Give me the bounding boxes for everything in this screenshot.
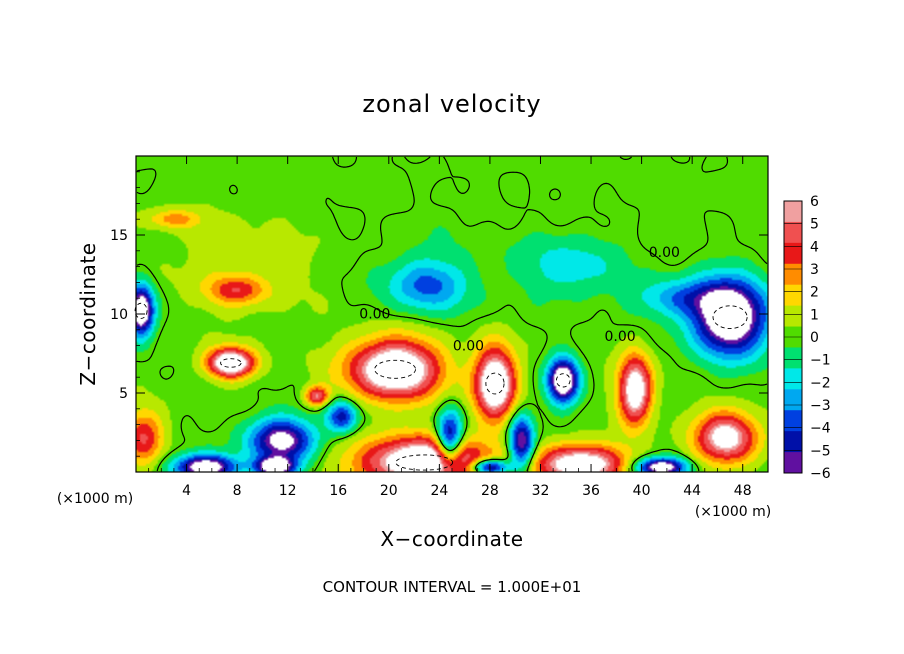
y-tick-label: 15 [110,228,128,244]
contour-labels: 0.00 0.00 0.00 0.00 [359,245,680,354]
colorbar-label-9: −3 [810,398,831,414]
colorbar-label-0: 6 [810,194,819,210]
zero-contour-line [136,156,768,472]
x-tick-label: 4 [182,483,191,499]
contour-label-2: 0.00 [453,338,484,354]
colorbar-label-6: 0 [810,330,819,346]
colorbar-swatch-1 [784,221,802,244]
velocity-field [136,156,768,472]
x-tick-label: 12 [279,483,297,499]
contour-features [134,156,768,472]
y-tick-label: 5 [119,386,128,402]
contour-label-3: 0.00 [605,329,636,345]
colorbar-label-10: −4 [810,421,831,437]
x-tick-label: 44 [683,483,701,499]
x-unit-right: (×1000 m) [695,504,771,520]
positive-core-contour-2 [485,372,505,395]
x-tick-label: 24 [430,483,448,499]
colorbar-swatch-5 [784,305,802,328]
colorbar-swatch-10 [784,410,802,432]
y-axis-title: Z−coordinate [76,242,100,385]
colorbar-label-5: 1 [810,307,819,323]
y-axis-ticks: 5 10 15 [110,171,768,457]
colorbar-swatch-3 [784,263,802,286]
x-tick-label: 28 [481,483,499,499]
positive-core-contour-5 [395,454,454,471]
positive-core-contour-0 [374,359,417,379]
colorbar-swatch-0 [784,201,802,223]
x-tick-label: 20 [380,483,398,499]
colorbar-label-8: −2 [810,375,831,391]
x-tick-label: 40 [633,483,651,499]
contour-interval-note: CONTOUR INTERVAL = 1.000E+01 [323,578,582,596]
colorbar-label-12: −6 [810,466,831,482]
colorbar: 6 5 4 3 2 1 0 −1 −2 −3 −4 −5 −6 [783,194,831,482]
x-tick-label: 32 [532,483,550,499]
chart-title: zonal velocity [362,90,541,118]
y-tick-label: 10 [110,307,128,323]
x-tick-label: 48 [734,483,752,499]
colorbar-label-1: 5 [810,217,819,233]
colorbar-label-7: −1 [810,353,831,369]
x-unit-left: (×1000 m) [57,491,133,507]
colorbar-label-11: −5 [810,443,831,459]
negative-core-contour-13 [134,302,148,319]
colorbar-label-2: 4 [810,239,819,255]
colorbar-swatch-4 [784,284,802,307]
colorbar-swatch-9 [784,389,802,411]
colorbar-label-3: 3 [810,262,819,278]
contour-label-1: 0.00 [359,307,390,323]
negative-core-contour-12 [555,373,571,388]
contour-label-0: 0.00 [649,245,680,261]
negative-core-contour-11 [712,305,748,329]
x-axis-title: X−coordinate [380,527,523,551]
colorbar-swatch-8 [784,368,802,390]
x-tick-label: 16 [329,483,347,499]
colorbar-swatch-7 [784,347,802,369]
x-tick-label: 36 [582,483,600,499]
colorbar-swatch-2 [784,242,802,265]
colorbar-swatch-11 [784,431,802,453]
colorbar-swatch-12 [784,452,802,474]
colorbar-label-4: 2 [810,285,819,301]
x-tick-label: 8 [233,483,242,499]
x-axis-ticks: 4 8 12 16 20 24 28 32 36 40 44 48 [148,156,756,499]
positive-core-contour-1 [220,358,242,368]
plot-area: 0.000.000.000.00 4 8 12 16 20 24 28 32 36 40 44 48 … [110,155,769,499]
